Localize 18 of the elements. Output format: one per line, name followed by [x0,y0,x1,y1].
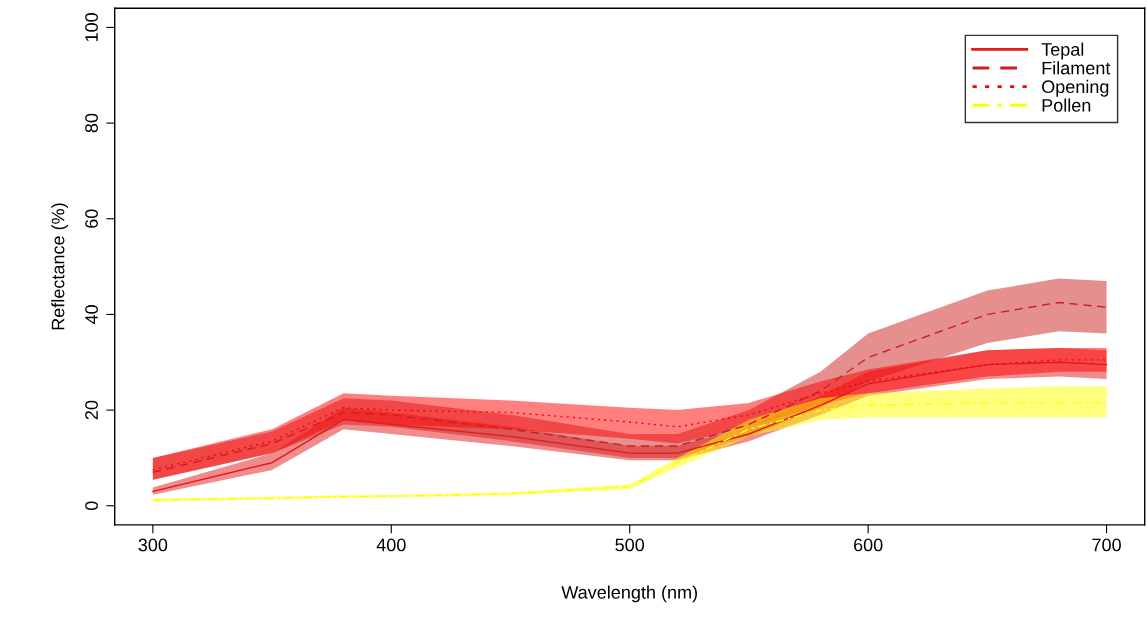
x-axis-title: Wavelength (nm) [561,585,697,603]
y-tick-label: 80 [85,113,98,133]
legend-label: Opening [1042,79,1109,97]
y-tick-label: 40 [85,305,98,325]
line-series [152,359,1108,471]
x-tick-label: 700 [1092,538,1121,552]
x-tick-label: 400 [376,538,406,552]
y-tick-label: 20 [85,400,98,420]
legend-label: Filament [1042,61,1111,75]
x-tick-label: 600 [853,538,883,552]
y-tick-label: 100 [85,13,98,42]
y-tick-label: 0 [85,501,98,511]
x-tick-label: 500 [615,538,645,552]
legend-label: Tepal [1041,42,1084,60]
y-axis-title: Reflectance (%) [51,203,68,330]
y-tick-label: 60 [85,209,98,228]
legend-label: Pollen [1042,98,1091,112]
x-tick-label: 300 [138,538,168,552]
